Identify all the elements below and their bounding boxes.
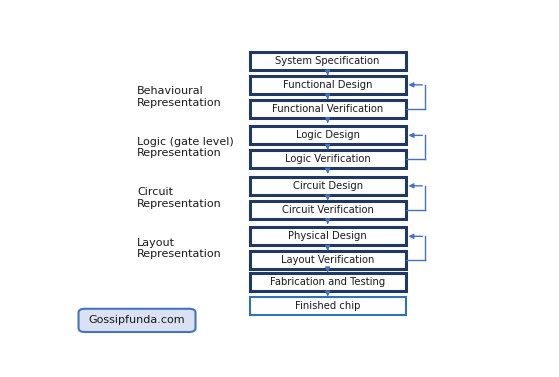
FancyBboxPatch shape bbox=[250, 100, 406, 118]
Text: Logic Verification: Logic Verification bbox=[285, 154, 371, 164]
Text: Finished chip: Finished chip bbox=[295, 301, 361, 311]
Text: Circuit Design: Circuit Design bbox=[292, 181, 363, 191]
FancyBboxPatch shape bbox=[250, 297, 406, 315]
Text: Functional Design: Functional Design bbox=[283, 80, 372, 90]
FancyBboxPatch shape bbox=[250, 227, 406, 245]
FancyBboxPatch shape bbox=[250, 150, 406, 169]
FancyBboxPatch shape bbox=[250, 52, 406, 70]
Text: Fabrication and Testing: Fabrication and Testing bbox=[270, 277, 385, 287]
FancyBboxPatch shape bbox=[250, 273, 406, 291]
FancyBboxPatch shape bbox=[78, 309, 196, 332]
Text: Circuit
Representation: Circuit Representation bbox=[137, 187, 222, 209]
Text: Layout
Representation: Layout Representation bbox=[137, 238, 222, 259]
Text: Logic (gate level)
Representation: Logic (gate level) Representation bbox=[137, 137, 234, 158]
Text: Layout Verification: Layout Verification bbox=[281, 255, 375, 265]
Text: System Specification: System Specification bbox=[276, 56, 380, 66]
FancyBboxPatch shape bbox=[250, 201, 406, 219]
FancyBboxPatch shape bbox=[250, 177, 406, 195]
FancyBboxPatch shape bbox=[250, 76, 406, 94]
FancyBboxPatch shape bbox=[250, 251, 406, 270]
FancyBboxPatch shape bbox=[250, 126, 406, 144]
Text: Behavioural
Representation: Behavioural Representation bbox=[137, 86, 222, 108]
Text: Logic Design: Logic Design bbox=[296, 130, 359, 140]
Text: Physical Design: Physical Design bbox=[288, 231, 367, 241]
Text: Functional Verification: Functional Verification bbox=[272, 104, 383, 114]
Text: Circuit Verification: Circuit Verification bbox=[282, 205, 373, 215]
Text: Gossipfunda.com: Gossipfunda.com bbox=[89, 316, 186, 325]
